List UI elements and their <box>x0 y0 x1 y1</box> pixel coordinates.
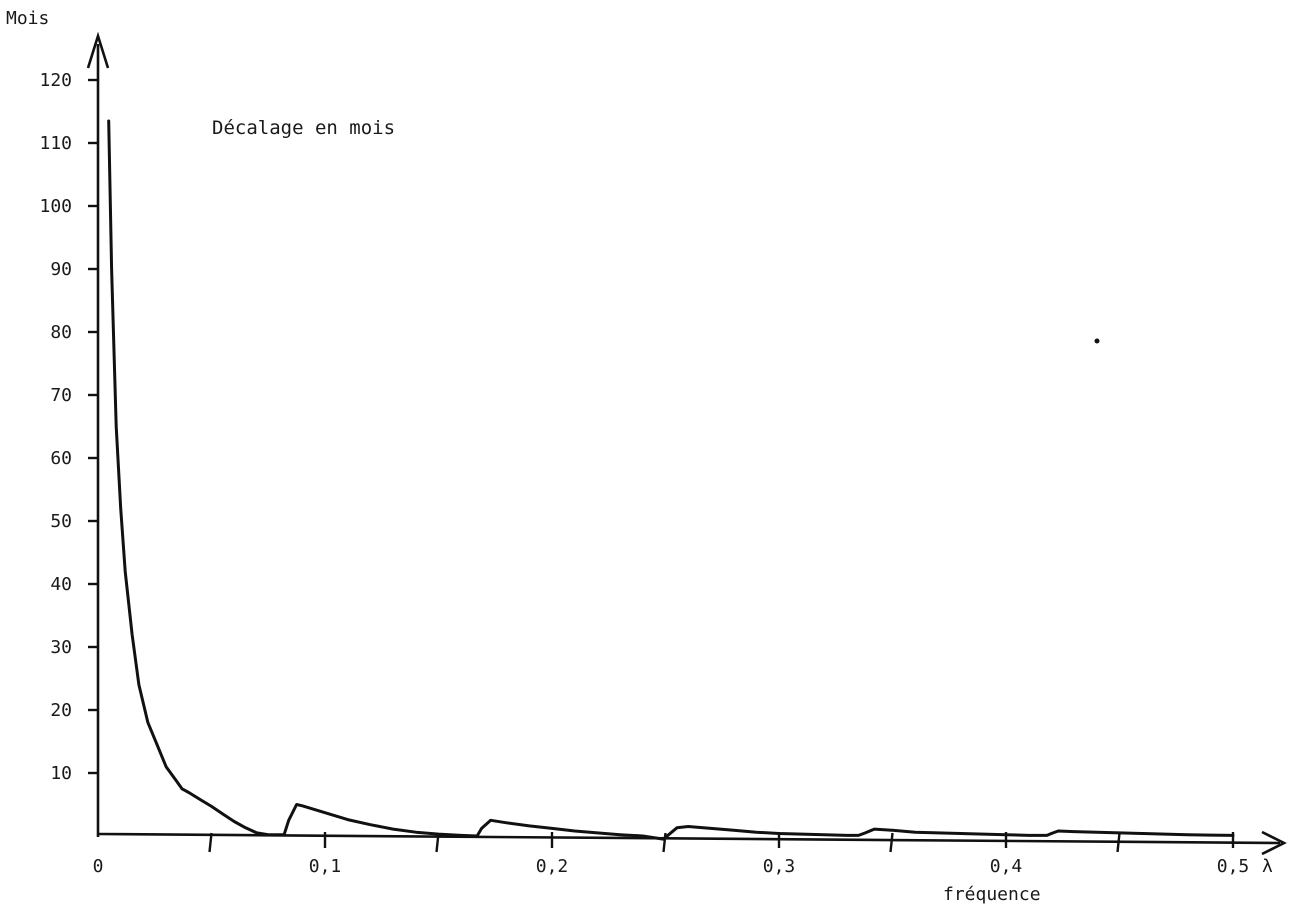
series-line <box>107 119 1235 841</box>
y-tick-label: 30 <box>50 637 72 658</box>
x-axis-symbol: λ <box>1262 856 1273 877</box>
y-axis-arrow <box>86 31 110 69</box>
x-minor-tick <box>1116 832 1121 853</box>
x-tick-label: 0,3 <box>763 856 796 877</box>
y-axis-label: Mois <box>6 8 49 29</box>
y-tick-label: 120 <box>39 70 72 91</box>
x-axis-arrow <box>1261 830 1287 856</box>
x-minor-tick <box>208 832 213 853</box>
stray-dot <box>1094 338 1100 344</box>
x-ticks: 0 0,1 0,2 0,3 0,4 0,5 <box>93 832 1250 877</box>
y-tick-label: 10 <box>50 763 72 784</box>
x-tick-label: 0 <box>93 856 104 877</box>
x-tick-label: 0,4 <box>990 856 1023 877</box>
y-tick-label: 70 <box>50 385 72 406</box>
y-tick-label: 60 <box>50 448 72 469</box>
x-tick-label: 0,2 <box>536 856 569 877</box>
y-tick-label: 20 <box>50 700 72 721</box>
x-axis <box>97 832 1281 845</box>
y-tick-label: 100 <box>39 196 72 217</box>
x-axis-label: fréquence <box>943 884 1041 905</box>
x-tick-label: 0,5 <box>1217 856 1250 877</box>
axes <box>86 31 1287 856</box>
y-tick-label: 80 <box>50 322 72 343</box>
series-layer <box>107 119 1235 841</box>
x-minor-tick <box>435 832 440 853</box>
y-tick-label: 40 <box>50 574 72 595</box>
y-ticks: 10 20 30 40 50 60 70 80 90 100 110 120 <box>39 70 98 784</box>
x-minor-tick <box>889 832 894 853</box>
y-tick-label: 90 <box>50 259 72 280</box>
curve-annotation: Décalage en mois <box>212 117 395 139</box>
y-tick-label: 110 <box>39 133 72 154</box>
y-tick-label: 50 <box>50 511 72 532</box>
x-tick-label: 0,1 <box>309 856 342 877</box>
